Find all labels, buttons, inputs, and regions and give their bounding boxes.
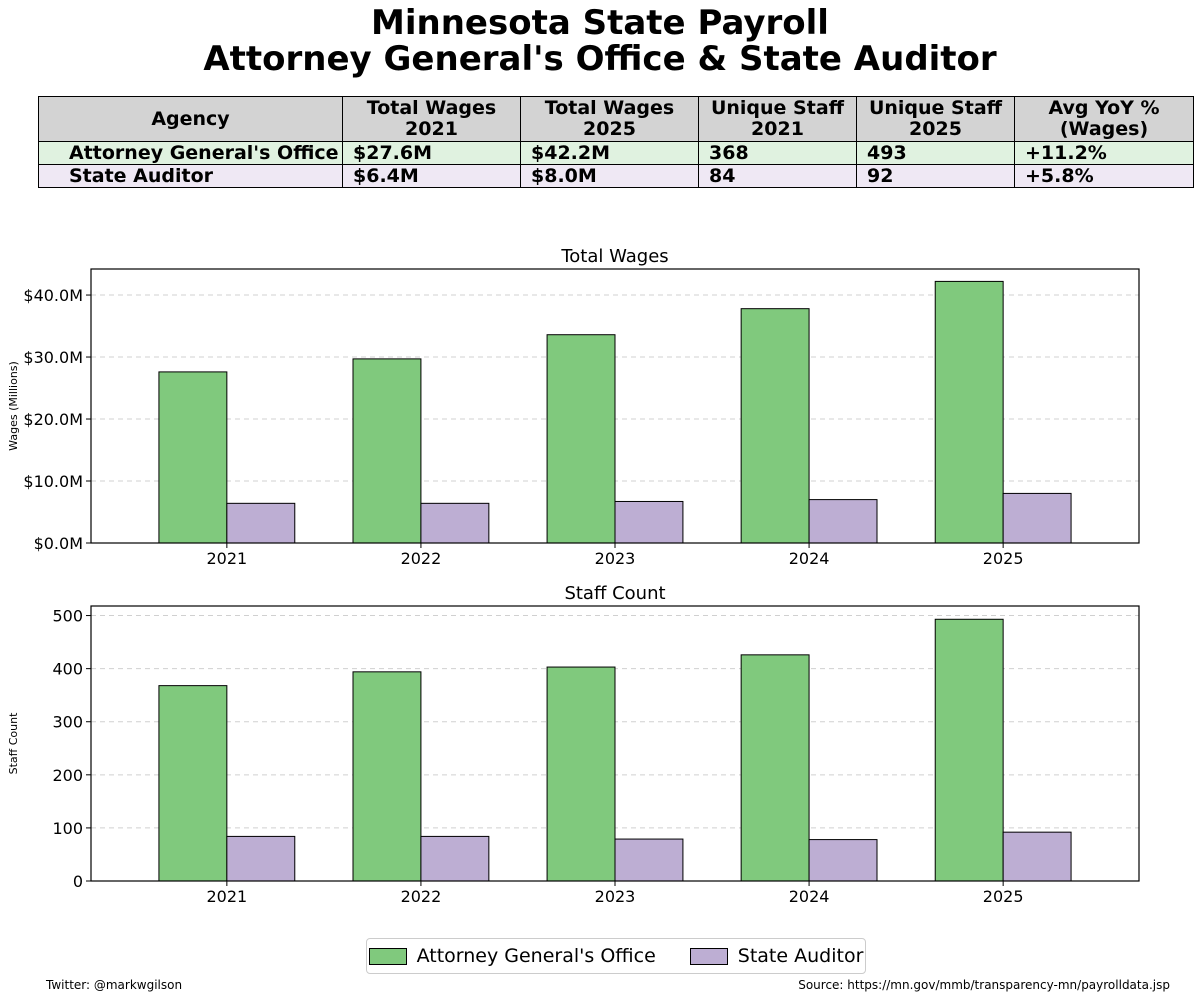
subplot-title: Staff Count [564,583,665,604]
footer-source: Source: https://mn.gov/mmb/transparency-… [798,978,1170,992]
header-total-wages-2025: Total Wages 2025 [520,96,699,142]
y-tick-label: $0.0M [34,534,83,553]
table-row: State Auditor $6.4M $8.0M 84 92 +5.8% [38,164,1194,188]
bar-ag [934,618,1004,882]
footer-credit: Twitter: @markwgilson [46,978,183,992]
x-tick-label: 2022 [401,549,442,568]
bar-ag [352,358,422,544]
table-cell: State Auditor [38,164,343,188]
legend-label-sa: State Auditor [737,945,864,967]
x-tick-label: 2024 [789,887,830,906]
bar-sa [614,500,684,544]
table-cell: +11.2% [1014,141,1194,165]
y-tick-label: 500 [52,607,83,626]
table-row: Attorney General's Office $27.6M $42.2M … [38,141,1194,165]
bar-sa [226,502,296,544]
bar-sa [420,502,490,544]
header-agency: Agency [38,96,343,142]
summary-header-row: Agency Total Wages 2021 Total Wages 2025 U… [38,96,1194,142]
legend-item-ag: Attorney General's Office [368,945,656,967]
x-tick-label: 2023 [595,887,636,906]
bar-sa [420,835,490,882]
y-tick-label: 0 [73,872,83,891]
x-tick-label: 2025 [983,549,1024,568]
y-tick-label: 100 [52,819,83,838]
bar-ag [352,671,422,882]
bar-ag [158,371,228,544]
bar-ag [546,666,616,882]
x-tick-label: 2023 [595,549,636,568]
y-tick-label: $10.0M [23,472,83,491]
table-cell: $6.4M [342,164,521,188]
legend-label-ag: Attorney General's Office [416,945,656,967]
table-cell: $42.2M [520,141,699,165]
legend-swatch-ag [368,947,407,965]
table-cell: 493 [856,141,1015,165]
bar-sa [226,835,296,882]
table-cell: $27.6M [342,141,521,165]
bar-sa [808,499,878,544]
x-tick-label: 2025 [983,887,1024,906]
bar-ag [158,685,228,882]
y-tick-label: $20.0M [23,410,83,429]
summary-table: Agency Total Wages 2021 Total Wages 2025 U… [38,96,1194,188]
x-tick-label: 2021 [206,887,247,906]
table-cell: 84 [698,164,857,188]
bar-sa [614,838,684,882]
chart-title-line2: Attorney General's Office & State Audito… [203,39,997,79]
header-unique-staff-2021: Unique Staff 2021 [698,96,857,142]
header-unique-staff-2025: Unique Staff 2025 [856,96,1015,142]
legend-item-sa: State Auditor [689,945,864,967]
y-tick-label: $30.0M [23,348,83,367]
bar-sa [808,839,878,882]
x-tick-label: 2022 [401,887,442,906]
y-tick-label: 200 [52,766,83,785]
y-tick-label: $40.0M [23,286,83,305]
y-axis-label: Wages (Millions) [7,361,20,451]
y-tick-label: 300 [52,713,83,732]
table-cell: Attorney General's Office [38,141,343,165]
legend: Attorney General's Office State Auditor [366,938,866,974]
subplot-title: Total Wages [560,246,668,267]
table-cell: 92 [856,164,1015,188]
table-cell: 368 [698,141,857,165]
chart-title-line1: Minnesota State Payroll [371,3,829,43]
bar-ag [546,334,616,544]
header-avg-yoy: Avg YoY % (Wages) [1014,96,1194,142]
bar-ag [740,308,810,544]
bar-sa [1002,492,1072,544]
y-axis-label: Staff Count [7,712,20,774]
legend-swatch-sa [689,947,728,965]
header-total-wages-2021: Total Wages 2021 [342,96,521,142]
bar-ag [740,654,810,882]
bar-ag [934,280,1004,544]
x-tick-label: 2024 [789,549,830,568]
y-tick-label: 400 [52,660,83,679]
table-cell: $8.0M [520,164,699,188]
x-tick-label: 2021 [206,549,247,568]
table-cell: +5.8% [1014,164,1194,188]
bar-sa [1002,831,1072,882]
